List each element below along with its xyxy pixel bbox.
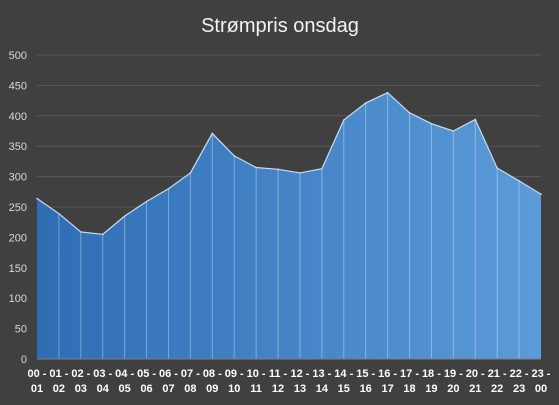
x-tick-label: 07 -08 — [181, 368, 200, 395]
x-tick-label: 04 -05 — [115, 368, 134, 395]
chart-title: Strømpris onsdag — [201, 15, 359, 37]
data-point — [452, 130, 455, 132]
y-tick-label: 50 — [15, 324, 27, 336]
area-series — [36, 91, 542, 360]
y-tick-label: 450 — [9, 80, 27, 92]
data-point — [342, 119, 345, 121]
y-axis-ticks: 0 50 100 150 200 250 300 350 400 450 500 — [9, 50, 27, 366]
data-point — [518, 180, 520, 182]
x-tick-label: 00 -01 — [28, 368, 47, 395]
x-tick-label: 01 -02 — [49, 368, 68, 395]
data-point — [233, 155, 236, 157]
x-tick-label: 13 -14 — [312, 368, 331, 395]
y-tick-label: 400 — [9, 111, 27, 123]
data-point — [474, 118, 477, 121]
y-tick-label: 250 — [9, 202, 27, 214]
x-tick-label: 03 -04 — [93, 368, 112, 395]
data-point — [540, 193, 542, 196]
y-tick-label: 500 — [9, 50, 27, 62]
data-point — [211, 132, 214, 135]
data-point — [408, 111, 411, 114]
data-point — [189, 172, 192, 174]
area-fill — [37, 92, 541, 360]
y-tick-label: 150 — [9, 263, 27, 275]
x-tick-label: 16 -17 — [378, 368, 397, 395]
data-point — [145, 200, 148, 203]
y-tick-label: 0 — [21, 354, 27, 366]
data-point — [386, 91, 389, 94]
x-tick-label: 23 -00 — [532, 368, 551, 395]
data-point — [80, 231, 82, 233]
data-point — [58, 212, 60, 215]
x-tick-label: 02 -03 — [71, 368, 90, 395]
x-tick-label: 15 -16 — [356, 368, 375, 395]
x-tick-label: 09 -10 — [225, 368, 244, 395]
y-tick-label: 100 — [9, 293, 27, 305]
x-tick-label: 21 -22 — [488, 368, 507, 395]
y-tick-label: 300 — [9, 172, 27, 184]
x-tick-label: 05 -06 — [137, 368, 156, 395]
x-tick-label: 22 -23 — [510, 368, 529, 395]
data-point — [430, 122, 433, 125]
data-point — [123, 215, 126, 217]
data-point — [36, 197, 38, 200]
data-point — [496, 167, 498, 169]
x-tick-label: 10 -11 — [247, 368, 266, 395]
y-tick-label: 350 — [9, 141, 27, 153]
data-point — [255, 166, 257, 169]
x-tick-label: 20 -21 — [466, 368, 485, 395]
x-tick-label: 08 -09 — [203, 368, 222, 395]
data-point — [277, 168, 279, 171]
data-point — [364, 102, 367, 104]
data-point — [299, 172, 301, 174]
y-tick-label: 200 — [9, 232, 27, 244]
data-point — [321, 167, 323, 170]
data-point — [167, 187, 170, 190]
x-tick-label: 19 -20 — [444, 368, 463, 395]
x-tick-label: 18 -19 — [422, 368, 441, 395]
x-tick-label: 14 -15 — [334, 368, 353, 395]
x-tick-label: 06 -07 — [159, 368, 178, 395]
x-tick-label: 17 -18 — [400, 368, 419, 395]
x-tick-label: 11 -12 — [269, 368, 288, 395]
data-point — [101, 233, 104, 236]
x-tick-label: 12 -13 — [290, 368, 309, 395]
area-top-edge — [36, 91, 542, 235]
